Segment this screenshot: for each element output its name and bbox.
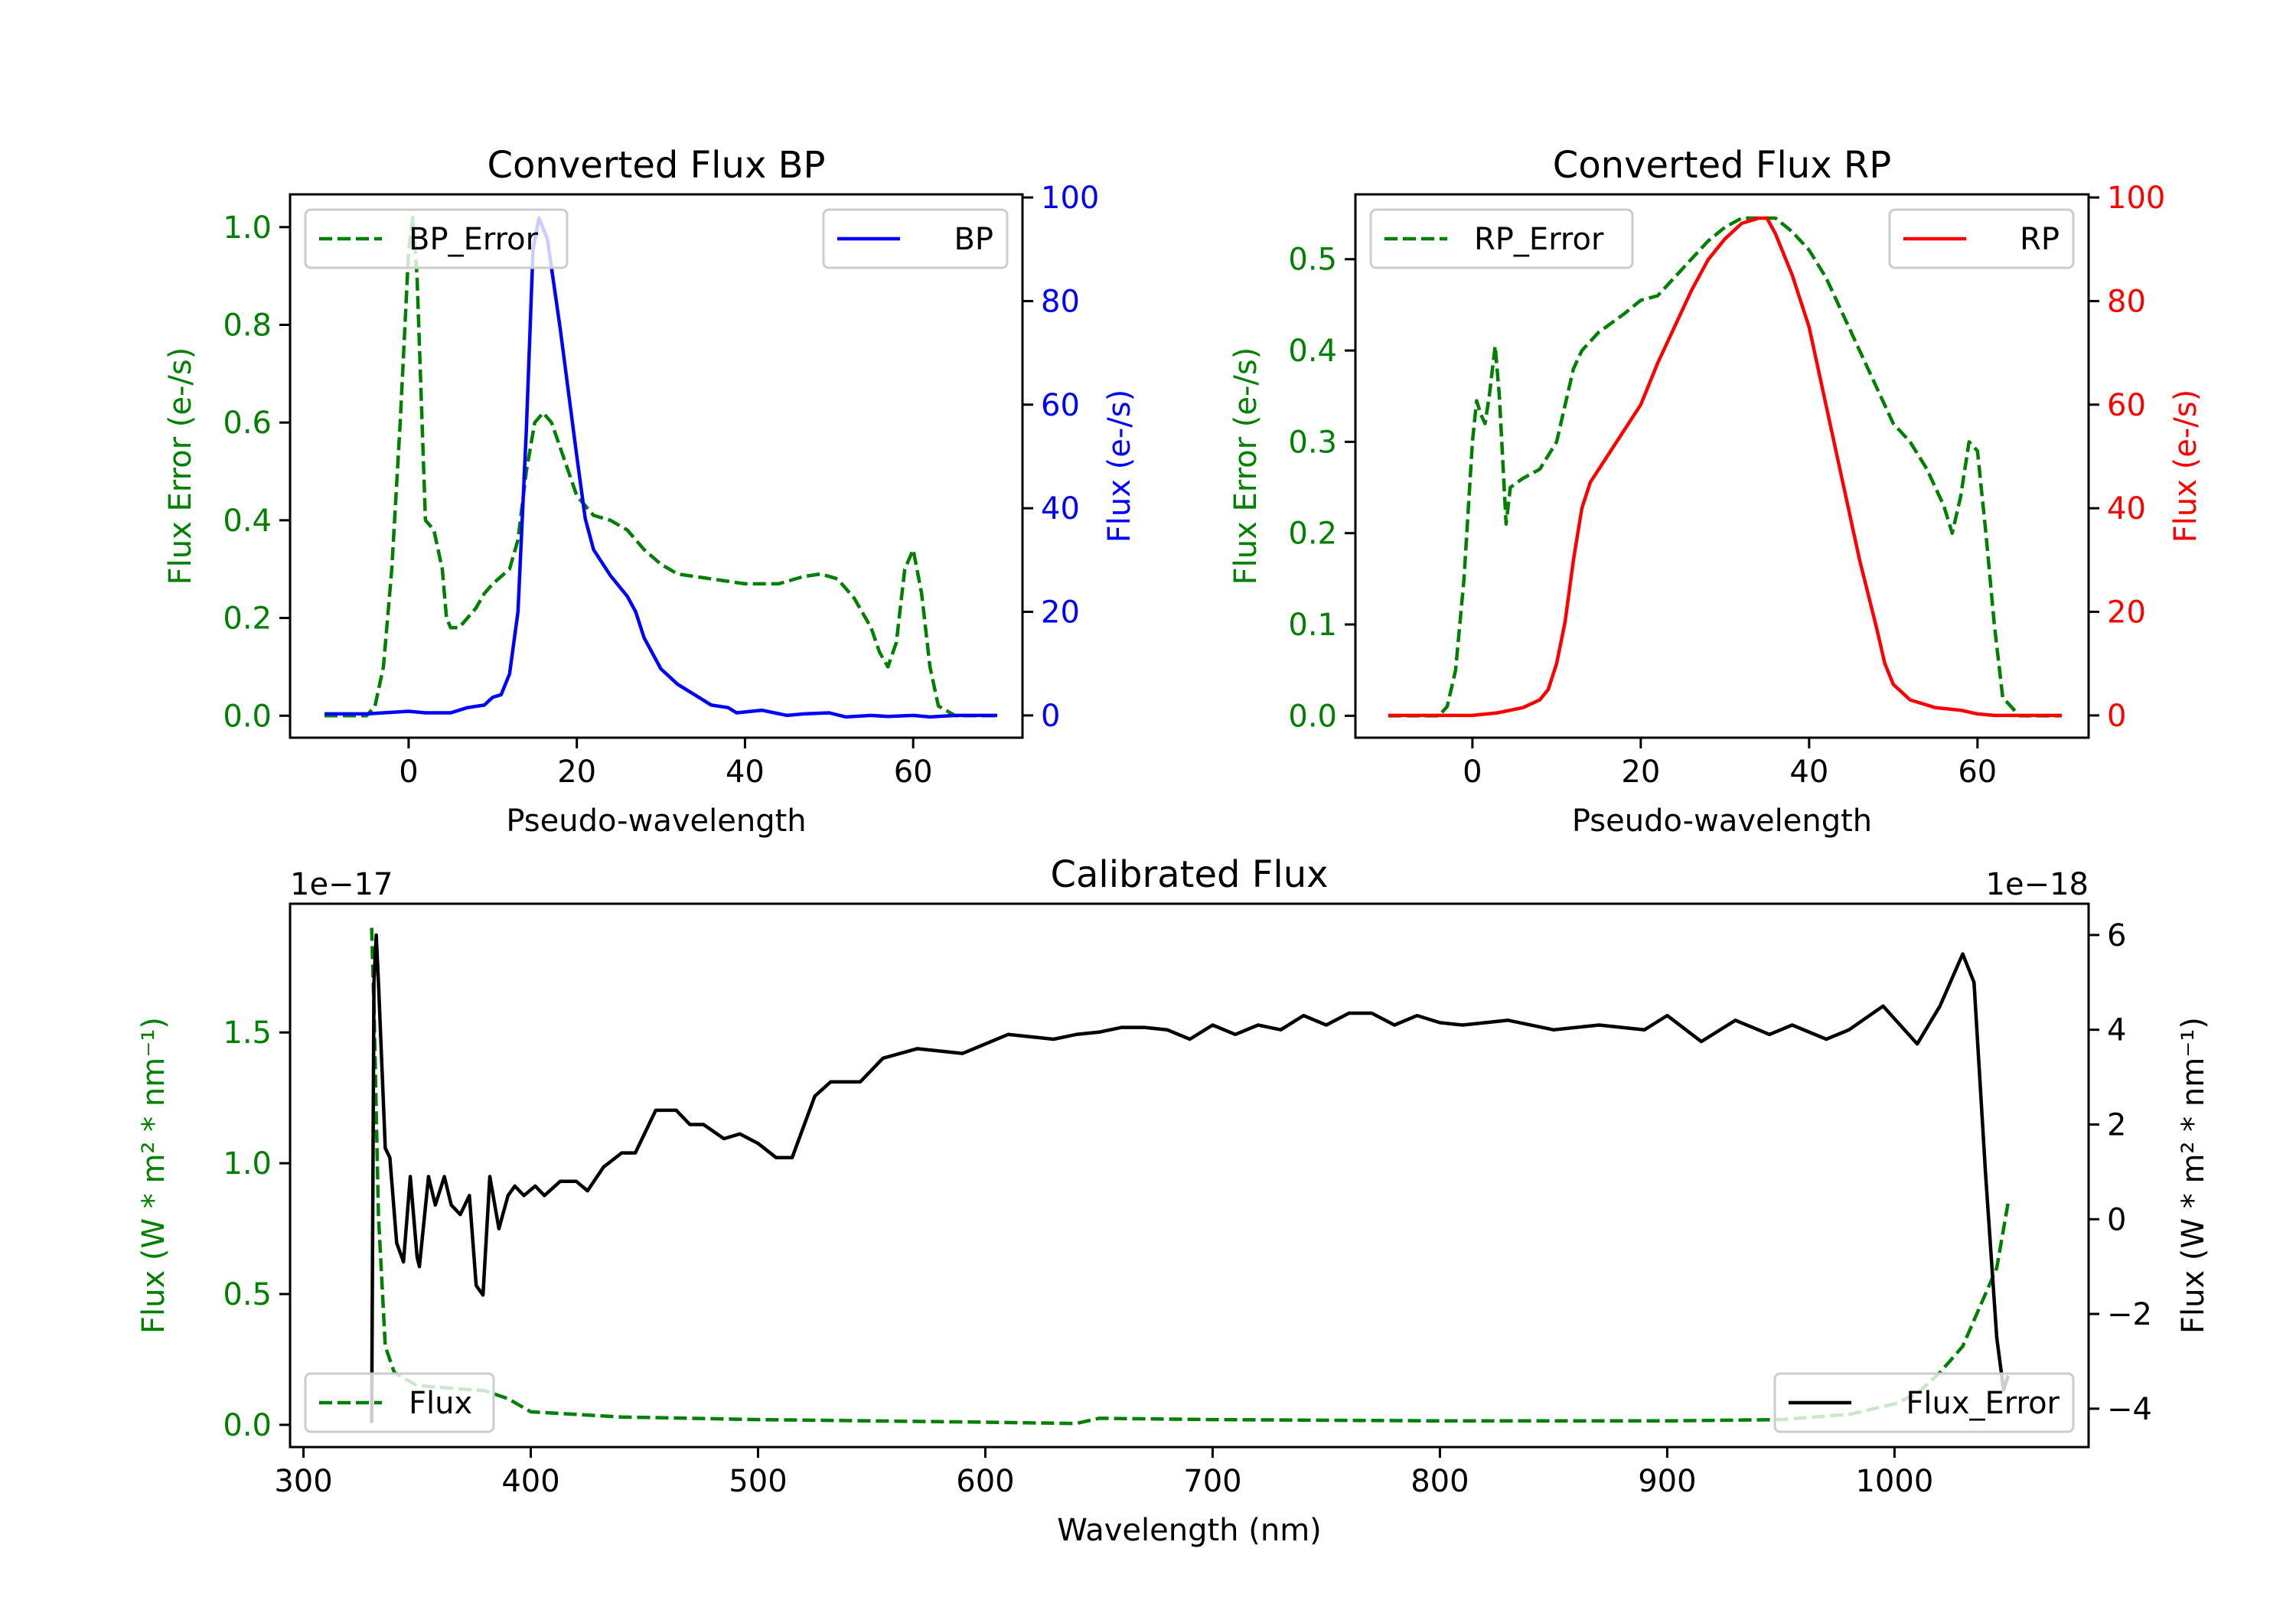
chart-title: Calibrated Flux xyxy=(1050,853,1328,896)
legend-box xyxy=(1888,208,2075,269)
legend-label: RP_Error xyxy=(1474,222,1604,257)
chart-panel-1: 0 20 40 60 0.0 0.1 0.2 0.3 0.4 0.5 0 20 40 60 80 100 Con… xyxy=(1228,144,2203,839)
legend-right: Flux_Error xyxy=(1773,1372,2075,1433)
y-right-tick-label: 40 xyxy=(1041,491,1080,526)
series-line-bp xyxy=(325,216,997,719)
legend-label: Flux xyxy=(409,1386,472,1421)
legend-label: BP xyxy=(954,222,993,257)
axes-frame xyxy=(289,193,1024,739)
x-tick-label: 20 xyxy=(1621,755,1660,790)
series-line-bp-error xyxy=(325,215,997,718)
x-tick-label: 1000 xyxy=(1855,1464,1933,1499)
y-right-axis-label: Flux (W * m² * nm⁻¹) xyxy=(2176,1017,2211,1334)
x-tick-label: 40 xyxy=(1789,755,1828,790)
x-tick-label: 60 xyxy=(894,755,933,790)
series-line-flux xyxy=(370,933,2011,1423)
y-right-tick-label: 40 xyxy=(2107,491,2146,526)
y-right-tick-label: 100 xyxy=(1041,181,1099,216)
y-right-tick-label: −4 xyxy=(2107,1392,2152,1427)
y-right-tick-label: 0 xyxy=(1041,699,1060,734)
y-right-offset-label: 1e−18 xyxy=(1986,867,2089,902)
y-left-tick-label: 0.4 xyxy=(1288,334,1337,369)
y-right-tick-label: 0 xyxy=(2107,1202,2126,1237)
chart-title: Converted Flux BP xyxy=(488,144,826,187)
legend-label: RP xyxy=(2020,222,2060,257)
y-right-tick-label: 20 xyxy=(2107,595,2146,631)
legend-box xyxy=(1773,1372,2075,1433)
y-left-tick-label: 0.6 xyxy=(223,406,272,441)
y-left-tick-label: 0.0 xyxy=(223,699,272,734)
legend-label: BP_Error xyxy=(409,222,539,257)
y-left-tick-label: 0.0 xyxy=(223,1408,272,1443)
chart-panel-0: 0 20 40 60 0.0 0.2 0.4 0.6 0.8 1.0 0 20 40 60 80 100 Con… xyxy=(163,144,1137,839)
x-tick-label: 500 xyxy=(729,1464,787,1499)
y-right-tick-label: 100 xyxy=(2107,181,2165,216)
x-axis-label: Wavelength (nm) xyxy=(1057,1513,1322,1548)
x-tick-label: 600 xyxy=(956,1464,1014,1499)
legend-box xyxy=(1369,208,1634,269)
x-tick-label: 700 xyxy=(1183,1464,1241,1499)
legend-label: Flux_Error xyxy=(1906,1386,2060,1421)
y-left-tick-label: 1.0 xyxy=(223,1146,272,1182)
x-tick-label: 300 xyxy=(274,1464,332,1499)
x-tick-label: 400 xyxy=(501,1464,559,1499)
y-right-tick-label: 80 xyxy=(2107,284,2146,319)
y-left-tick-label: 0.1 xyxy=(1288,608,1337,643)
legend-box xyxy=(304,1372,495,1433)
y-right-tick-label: 20 xyxy=(1041,595,1080,631)
legend-left: Flux xyxy=(304,1372,495,1433)
legend-right: RP xyxy=(1888,208,2075,269)
y-right-axis-label: Flux (e-/s) xyxy=(1102,390,1137,543)
y-left-tick-label: 1.5 xyxy=(223,1015,272,1051)
y-left-tick-label: 0.5 xyxy=(1288,243,1337,278)
y-left-offset-label: 1e−17 xyxy=(290,867,393,902)
chart-title: Converted Flux RP xyxy=(1553,144,1891,187)
y-left-tick-label: 0.0 xyxy=(1288,699,1337,734)
y-right-axis-label: Flux (e-/s) xyxy=(2168,390,2203,543)
y-left-axis-label: Flux Error (e-/s) xyxy=(163,347,198,585)
x-axis-label: Pseudo-wavelength xyxy=(1572,804,1872,839)
y-right-tick-label: 60 xyxy=(1041,388,1080,423)
y-left-tick-label: 0.3 xyxy=(1288,425,1337,460)
x-tick-label: 0 xyxy=(399,755,418,790)
y-left-tick-label: 0.4 xyxy=(223,504,272,539)
legend-right: BP xyxy=(822,208,1009,269)
legend-box xyxy=(822,208,1009,269)
x-axis-label: Pseudo-wavelength xyxy=(506,804,806,839)
x-tick-label: 800 xyxy=(1411,1464,1469,1499)
y-left-tick-label: 0.5 xyxy=(223,1277,272,1312)
y-left-tick-label: 0.2 xyxy=(1288,517,1337,552)
x-tick-label: 40 xyxy=(726,755,765,790)
axes-frame xyxy=(1354,193,2090,739)
y-right-tick-label: 4 xyxy=(2107,1013,2126,1048)
y-left-axis-label: Flux Error (e-/s) xyxy=(1228,347,1264,585)
x-tick-label: 900 xyxy=(1638,1464,1696,1499)
x-tick-label: 0 xyxy=(1463,755,1482,790)
y-right-tick-label: 80 xyxy=(1041,284,1080,319)
y-right-tick-label: 2 xyxy=(2107,1107,2126,1143)
y-right-tick-label: 6 xyxy=(2107,918,2126,953)
x-tick-label: 20 xyxy=(557,755,596,790)
y-left-tick-label: 0.8 xyxy=(223,308,272,343)
y-left-tick-label: 1.0 xyxy=(223,210,272,246)
axes-frame xyxy=(289,902,2090,1449)
y-right-tick-label: 60 xyxy=(2107,388,2146,423)
series-line-flux-error xyxy=(370,927,2011,1426)
y-left-tick-label: 0.2 xyxy=(223,601,272,637)
series-line-rp xyxy=(1388,216,2062,718)
legend-left: BP_Error xyxy=(304,208,569,269)
series-line-rp-error xyxy=(1388,216,2062,718)
y-right-tick-label: −2 xyxy=(2107,1297,2152,1332)
chart-panel-2: 300 400 500 600 700 800 900 1000 0.0 0.5 1.0 1.5 −4 −… xyxy=(136,853,2211,1548)
x-tick-label: 60 xyxy=(1958,755,1997,790)
legend-left: RP_Error xyxy=(1369,208,1634,269)
legend-box xyxy=(304,208,569,269)
y-left-axis-label: Flux (W * m² * nm⁻¹) xyxy=(136,1017,171,1334)
y-right-tick-label: 0 xyxy=(2107,699,2126,734)
